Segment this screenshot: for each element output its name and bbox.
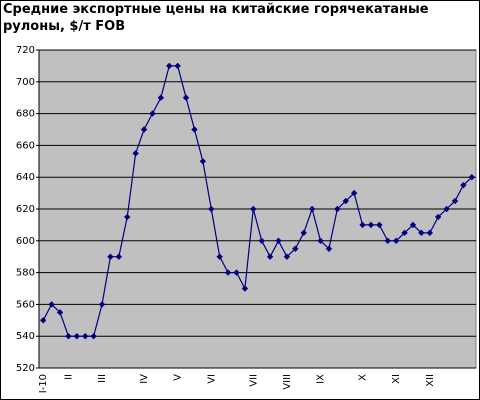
x-tick-label: IV [139,374,150,384]
y-tick-label: 720 [16,45,35,56]
data-point [82,333,89,340]
data-point [140,126,148,133]
data-point [359,221,366,229]
data-point [342,197,349,205]
data-point [451,197,459,205]
data-point [258,237,265,244]
x-tick-label: VII [248,374,259,387]
data-point [56,309,64,316]
x-tick-label: XII [425,374,436,387]
data-point [409,221,417,229]
data-point [132,150,139,157]
data-point [401,229,408,237]
data-point [350,189,358,197]
data-point [468,174,475,181]
x-tick-label: IX [316,374,327,384]
data-point [208,205,215,213]
data-point [308,205,316,213]
data-point [384,237,391,244]
y-tick-label: 540 [16,331,35,342]
data-point [367,221,375,229]
data-point [73,333,81,340]
x-tick-label: V [173,374,184,381]
data-point [115,253,123,260]
data-point [124,213,131,221]
x-tick-label: VI [206,374,217,384]
data-point [166,62,173,70]
data-point [300,229,307,237]
chart-title: Средние экспортные цены на китайские гор… [3,2,429,34]
y-tick-label: 600 [16,236,35,247]
data-point [317,237,324,244]
y-tick-label: 560 [16,299,35,310]
data-point [224,269,232,276]
y-tick-label: 700 [16,77,35,88]
data-point [275,237,282,244]
data-point [443,205,450,213]
data-point [233,269,240,276]
series-line [42,65,473,337]
data-point [48,301,55,308]
data-point [325,245,333,252]
data-point [283,253,291,260]
data-point [460,181,467,189]
data-point [182,94,190,101]
data-point [250,205,257,213]
y-tick-label: 620 [16,204,35,215]
data-point [418,229,425,237]
data-point [334,205,341,213]
y-tick-label: 580 [16,268,35,279]
data-point [191,126,198,133]
data-point [241,285,249,292]
data-point [376,221,383,229]
data-point [40,317,47,324]
data-point [426,229,433,237]
data-point [216,253,223,260]
data-point [149,110,156,117]
x-tick-label: X [358,374,369,381]
data-point [199,158,207,165]
data-point [174,62,181,70]
data-point [90,333,97,340]
y-tick-label: 640 [16,172,35,183]
data-point [107,253,114,260]
data-point [266,253,274,260]
x-tick-label: III [97,374,108,383]
data-point [98,301,106,308]
data-point [434,213,442,221]
data-point [292,245,299,252]
y-tick-label: 660 [16,140,35,151]
x-tick-label: I-10 [38,374,49,393]
data-point [157,94,165,101]
x-tick-label: VIII [282,374,293,390]
x-tick-label: II [63,374,74,380]
data-point [65,333,72,340]
y-tick-label: 520 [16,363,35,374]
y-tick-label: 680 [16,109,35,120]
x-tick-label: XI [391,374,402,384]
data-point [392,237,400,244]
